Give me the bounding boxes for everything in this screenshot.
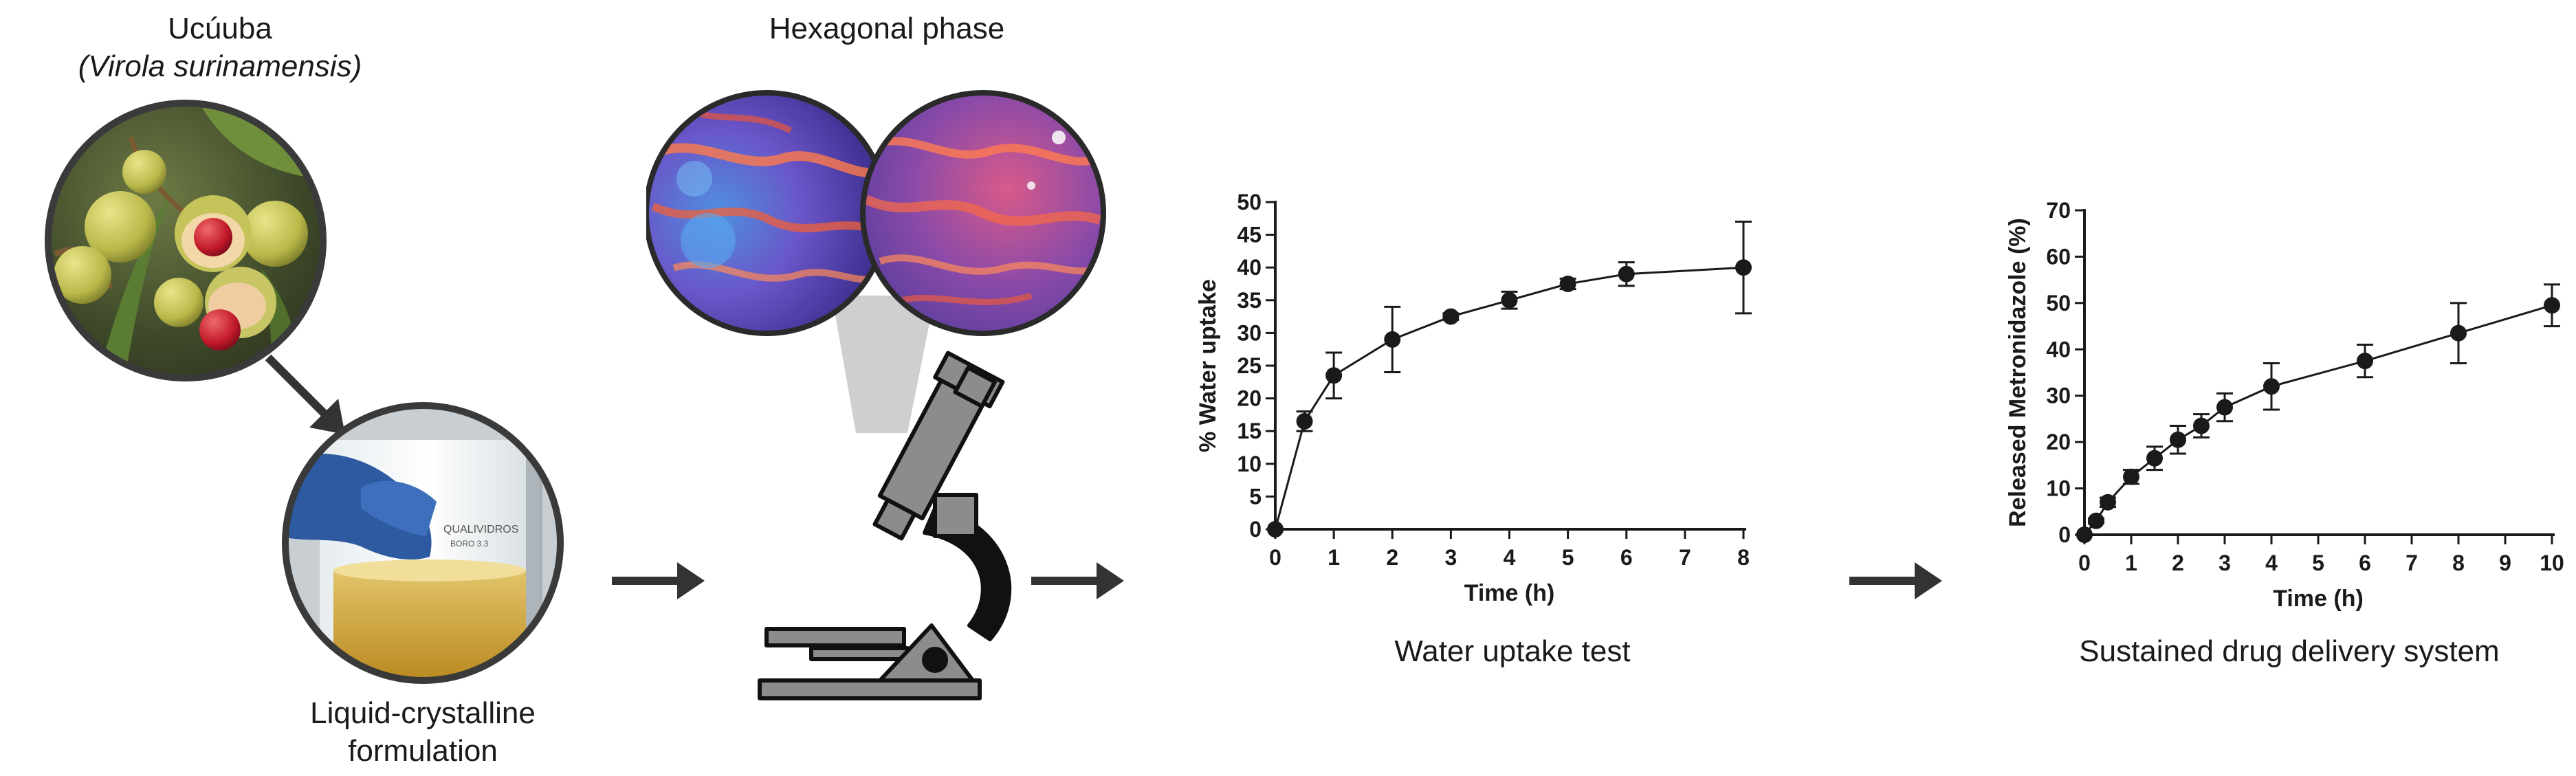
x-tick-label: 5 [2312,551,2324,575]
x-tick-label: 7 [1679,545,1691,570]
ucuuba-title: Ucúuba (Virola surinamensis) [41,10,399,85]
data-point [1618,265,1635,282]
x-tick-label: 5 [1562,545,1574,570]
data-point [1325,367,1343,384]
data-point [1501,291,1518,309]
beaker-brand-text: QUALIVIDROS [443,524,518,535]
x-axis-label: Time (h) [2273,586,2364,612]
y-axis-label: % Water uptake [1195,279,1221,452]
data-point [2544,297,2560,314]
y-tick-label: 60 [2046,244,2071,269]
x-tick-label: 0 [2078,551,2091,575]
release-caption: Sustained drug delivery system [2079,634,2500,668]
x-tick-label: 8 [1737,545,1750,570]
beaker-spec-text: BORO 3.3 [450,539,489,548]
x-tick-label: 8 [2452,551,2465,575]
plant-species: (Virola surinamensis) [78,49,362,83]
microscope-icon [758,351,1012,700]
data-point [2100,494,2116,511]
fruit-photo [45,100,327,381]
arrow-right-1 [612,562,705,599]
y-tick-label: 0 [2058,522,2071,547]
y-tick-label: 50 [2046,291,2071,315]
x-tick-label: 3 [2219,551,2231,575]
beaker-photo: QUALIVIDROS BORO 3.3 [282,402,564,684]
y-tick-label: 40 [1237,255,1262,280]
x-tick-label: 0 [1269,545,1281,570]
y-tick-label: 40 [2046,337,2071,362]
data-point [2216,399,2233,416]
metronidazole-release-chart: 0 10 20 30 40 50 60 70 0 1 2 3 4 5 6 7 8 9 10 Time (h) Relea… [2005,198,2564,612]
data-point [2450,324,2467,342]
y-tick-label: 30 [1237,320,1262,345]
arrow-down-right [265,354,345,434]
series-line [2083,304,2553,535]
y-tick-label: 20 [1237,386,1262,411]
x-axis-label: Time (h) [1464,580,1555,606]
x-tick-label: 9 [2499,551,2511,575]
x-tick-label: 4 [2265,551,2278,575]
data-point [2170,431,2186,448]
y-tick-label: 45 [1237,223,1262,247]
formulation-line1: Liquid-crystalline [310,696,536,730]
data-point [2263,378,2280,395]
data-point [2076,526,2093,543]
hexagonal-phase-title: Hexagonal phase [769,12,1005,45]
x-tick-label: 4 [1504,545,1516,570]
data-point [1267,521,1284,537]
plant-name: Ucúuba [168,12,272,45]
y-tick-label: 5 [1249,484,1262,509]
x-tick-label: 1 [2125,551,2137,575]
y-tick-label: 10 [2046,476,2071,501]
x-tick-label: 2 [2172,551,2184,575]
data-point [1442,308,1460,325]
water-uptake-caption: Water uptake test [1394,634,1631,668]
y-tick-label: 50 [1237,190,1262,214]
y-tick-label: 15 [1237,419,1262,443]
x-tick-label: 2 [1386,545,1398,570]
x-tick-label: 1 [1328,545,1340,570]
y-tick-label: 35 [1237,288,1262,313]
y-tick-label: 25 [1237,353,1262,378]
y-tick-label: 70 [2046,198,2071,223]
data-point [2088,512,2104,529]
data-point [2146,450,2163,467]
y-tick-label: 20 [2046,430,2071,454]
data-point [2357,353,2373,370]
data-point [1559,276,1576,292]
data-point [1735,259,1752,276]
x-tick-label: 3 [1444,545,1457,570]
data-point [2123,468,2139,485]
data-point [1384,331,1401,348]
x-tick-label: 7 [2406,551,2418,575]
y-tick-label: 0 [1249,517,1262,542]
x-tick-label: 10 [2540,551,2564,575]
formulation-label: Liquid-crystalline formulation [258,694,588,770]
x-tick-label: 6 [2359,551,2371,575]
formulation-line2: formulation [348,734,498,768]
data-point [2193,417,2210,434]
arrow-right-3 [1849,562,1942,599]
microscopy-illustration [646,90,1106,700]
arrow-right-2 [1031,562,1124,599]
x-tick-label: 6 [1620,545,1633,570]
y-tick-label: 10 [1237,452,1262,476]
y-axis-label: Released Metronidazole (%) [2005,218,2031,527]
data-point [1296,412,1313,430]
y-tick-label: 30 [2046,384,2071,408]
